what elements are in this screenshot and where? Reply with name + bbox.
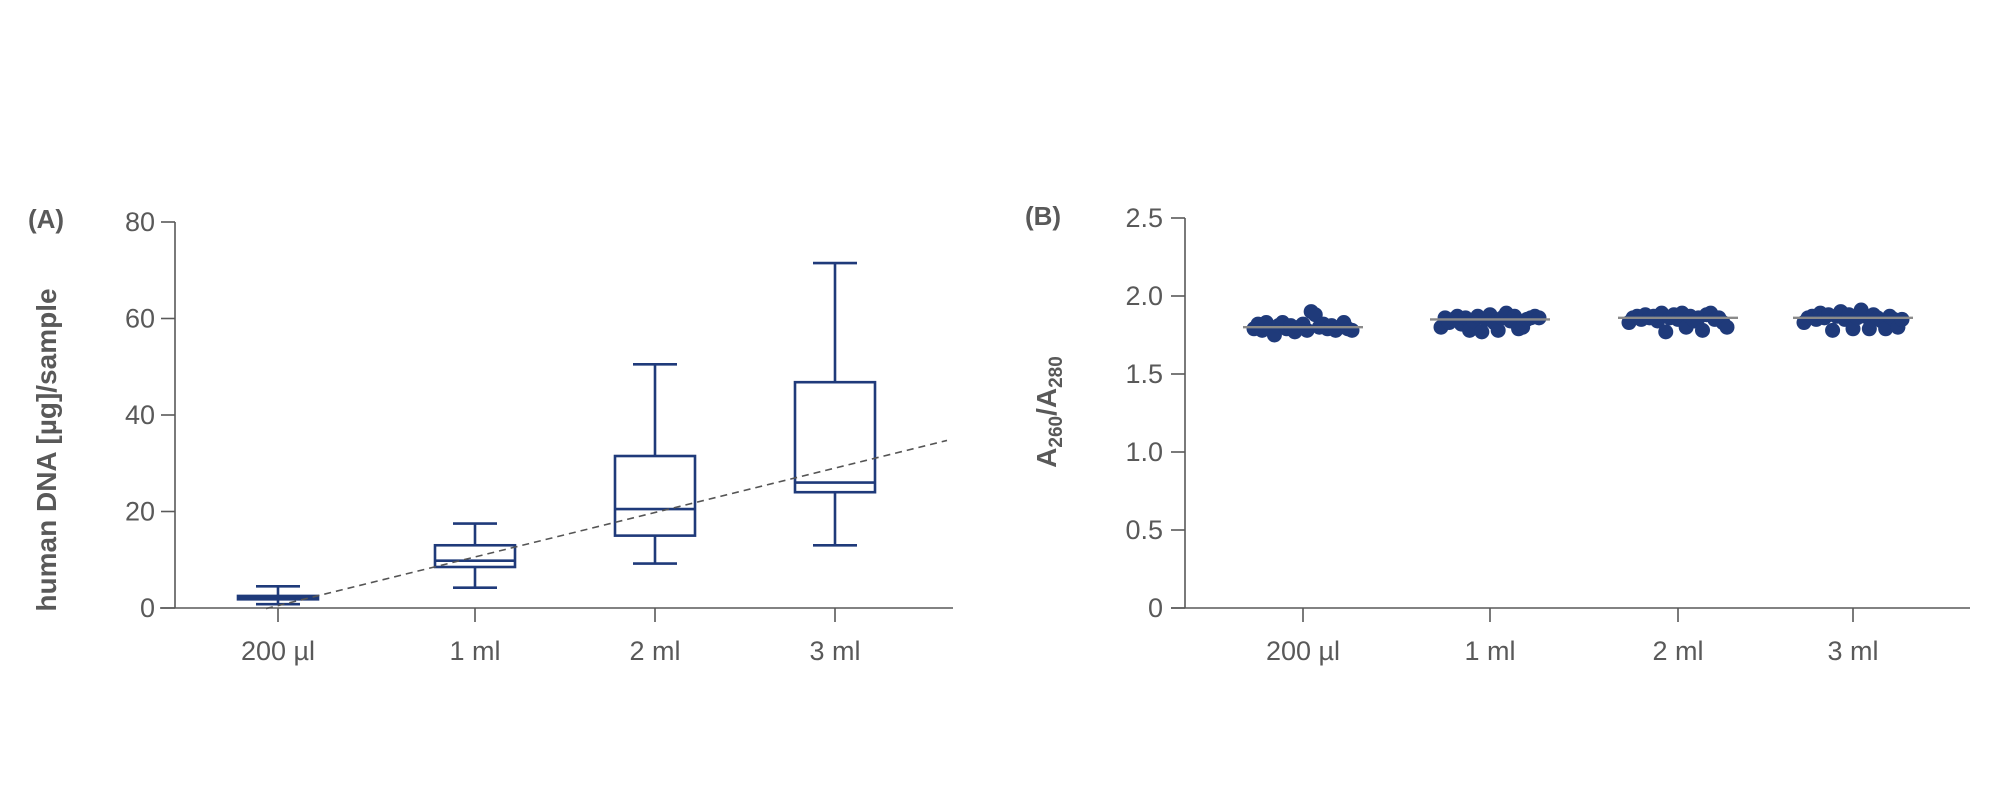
panel-b-y-tick-label: 1.5 <box>1125 359 1163 389</box>
panel-a-trend-line <box>265 439 948 610</box>
panel-a-y-tick-label: 80 <box>125 207 155 237</box>
panel-b-point <box>1474 324 1490 340</box>
panel-a-y-axis-title: human DNA [µg]/sample <box>31 288 62 611</box>
panel-b-ylabel-a: A <box>1031 448 1062 468</box>
panel-a-chart: 0 20 40 60 80 200 µl 1 ml 2 ml 3 ml <box>125 207 953 666</box>
panel-b-point <box>1531 310 1547 326</box>
panel-a-box-3 <box>613 363 697 565</box>
panel-a-x-tick-label: 1 ml <box>449 636 500 666</box>
panel-b-group-2 <box>1430 305 1550 340</box>
panel-a-x-tick-label: 2 ml <box>629 636 680 666</box>
panel-b-group-4 <box>1793 302 1913 338</box>
panel-a-box-rect <box>613 454 697 537</box>
panel-b-x-tick-label: 200 µl <box>1266 636 1340 666</box>
panel-a-y-tick-label: 20 <box>125 497 155 527</box>
panel-a-box-4 <box>793 261 877 547</box>
panel-b-point <box>1861 321 1877 337</box>
panel-a-y-tick-label: 0 <box>140 593 155 623</box>
panel-b-y-tick-label: 0 <box>1148 593 1163 623</box>
panel-b-point <box>1894 311 1910 327</box>
panel-b-point <box>1719 319 1735 335</box>
panel-b-label: (B) <box>1025 201 1061 231</box>
panel-b-chart: 0 0.5 1.0 1.5 2.0 2.5 200 µl 1 ml 2 ml 3 ml <box>1125 203 1970 666</box>
panel-b-y-tick-label: 1.0 <box>1125 437 1163 467</box>
panel-a-box-1 <box>236 584 320 606</box>
panel-a-box-rect <box>433 543 517 569</box>
panel-b-ylabel-mid: /A <box>1031 388 1062 416</box>
panel-b-x-tick-label: 3 ml <box>1827 636 1878 666</box>
panel-b-y-tick-label: 2.0 <box>1125 281 1163 311</box>
panel-a-y-tick-label: 60 <box>125 304 155 334</box>
panel-b-y-tick-label: 2.5 <box>1125 203 1163 233</box>
panel-b-point <box>1490 322 1506 338</box>
panel-b-group-1 <box>1243 304 1363 343</box>
panel-b-point <box>1825 322 1841 338</box>
panel-b-ylabel-sub2: 280 <box>1046 356 1067 388</box>
panel-a-label: (A) <box>28 204 64 234</box>
panel-b-y-axis-title: A260/A280 <box>1031 356 1067 468</box>
panel-a-y-tick-label: 40 <box>125 400 155 430</box>
panel-a-box-2 <box>433 522 517 590</box>
panel-b-x-tick-label: 2 ml <box>1652 636 1703 666</box>
panel-b-y-tick-label: 0.5 <box>1125 515 1163 545</box>
panel-b-group-3 <box>1618 305 1738 340</box>
panel-a-x-tick-label: 200 µl <box>241 636 315 666</box>
panel-b-point <box>1695 322 1710 338</box>
panel-b-ylabel-sub1: 260 <box>1046 416 1067 448</box>
panel-b-x-tick-label: 1 ml <box>1464 636 1515 666</box>
panel-b-point <box>1344 322 1360 338</box>
panel-a-box-rect <box>793 380 877 494</box>
panel-b-point <box>1658 324 1674 340</box>
panel-a-x-tick-label: 3 ml <box>809 636 860 666</box>
